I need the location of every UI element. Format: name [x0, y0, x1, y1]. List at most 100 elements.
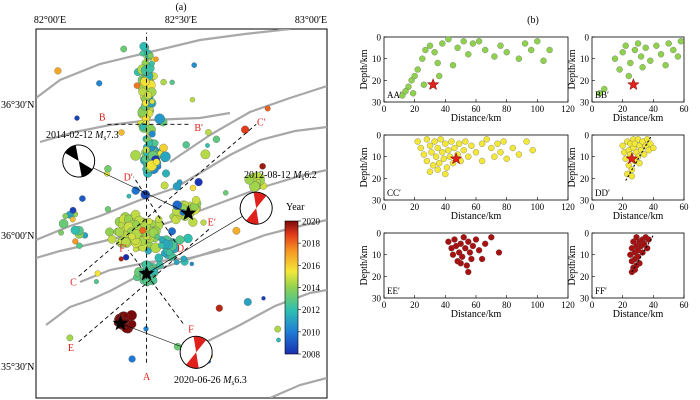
- distance-tick-label: 40: [649, 300, 659, 310]
- epicenter-marker: [69, 206, 77, 214]
- epicenter-marker: [120, 45, 128, 53]
- hypocenter-marker: [665, 40, 672, 47]
- hypocenter-marker: [529, 147, 536, 154]
- distance-axis-label: Distance/km: [451, 211, 502, 222]
- distance-axis-label: Distance/km: [613, 211, 664, 222]
- hypocenter-marker: [460, 234, 467, 241]
- distance-tick-label: 60: [680, 104, 690, 114]
- epicenter-marker: [276, 337, 281, 343]
- epicenter-marker: [191, 196, 201, 205]
- depth-tick-label: 10: [372, 152, 382, 162]
- epicenter-marker: [165, 249, 173, 256]
- lat-tick-label-1: 36°30′N: [1, 100, 34, 111]
- epicenter-marker: [132, 220, 140, 228]
- hypocenter-marker: [399, 92, 406, 99]
- hypocenter-marker: [442, 170, 449, 178]
- hypocenter-marker: [472, 149, 480, 156]
- focal-mechanism-2012: [239, 191, 273, 225]
- epicenter-marker: [189, 97, 196, 103]
- epicenter-marker: [72, 238, 79, 245]
- epicenter-marker: [144, 247, 152, 255]
- distance-tick-label: 40: [441, 300, 451, 310]
- epicenter-marker: [244, 174, 255, 185]
- hypocenter-marker: [428, 149, 435, 156]
- hypocenter-marker: [465, 153, 472, 160]
- colorbar-tick-label: 2012: [302, 305, 320, 315]
- hypocenter-marker: [503, 155, 510, 162]
- epicenter-marker: [274, 325, 282, 333]
- distance-tick-label: 80: [502, 300, 512, 310]
- map-content: A A′ B B′ C C′ D D′ E E′ F F′: [36, 21, 327, 398]
- hypocenter-marker: [426, 42, 434, 49]
- hypocenter-marker: [495, 249, 503, 256]
- hypocenter-marker: [429, 162, 437, 169]
- profile-end-label-a: A′: [144, 21, 153, 32]
- distance-axis-label: Distance/km: [451, 113, 502, 124]
- focal-mechanism-2020: [179, 335, 213, 369]
- hypocenter-marker: [423, 136, 431, 143]
- epicenter-marker: [128, 232, 136, 241]
- epicenter-marker: [200, 219, 207, 226]
- distance-tick-label: 20: [618, 300, 628, 310]
- distance-tick-label: 40: [441, 104, 451, 114]
- depth-axis-label: Depth/km: [567, 49, 578, 89]
- depth-axis-label: Depth/km: [359, 147, 370, 187]
- hypocenter-marker: [509, 144, 516, 152]
- epicenter-marker: [148, 130, 156, 138]
- lat-tick-label-2: 36°00′N: [1, 231, 34, 242]
- hypocenter-marker: [633, 234, 640, 241]
- mainshock-stars: [112, 204, 197, 331]
- hypocenter-marker: [631, 46, 639, 54]
- epicenter-marker: [149, 98, 155, 105]
- distance-axis-label: Distance/km: [613, 309, 664, 320]
- hypocenter-marker: [640, 151, 648, 158]
- mainshock-star: [625, 152, 639, 165]
- depth-tick-label: 20: [580, 174, 590, 184]
- colorbar-title: Year: [286, 202, 305, 213]
- epicenter-marker: [126, 193, 132, 199]
- depth-tick-label: 10: [372, 250, 382, 260]
- hypocenter-marker: [657, 51, 665, 58]
- hypocenter-marker: [445, 36, 452, 43]
- hypocenter-marker: [414, 138, 421, 145]
- epicenter-marker: [118, 129, 125, 136]
- subplot-label: CC′: [387, 188, 401, 198]
- hypocenter-marker: [405, 83, 412, 90]
- epicenter-marker: [66, 334, 74, 342]
- depth-axis-label: Depth/km: [567, 245, 578, 285]
- epicenter-marker: [172, 182, 182, 191]
- colorbar-tick-label: 2008: [302, 350, 321, 360]
- hypocenter-marker: [534, 38, 541, 45]
- epicenter-marker: [94, 270, 101, 277]
- hypocenter-marker: [642, 44, 649, 51]
- epicenter-marker: [62, 213, 69, 220]
- depth-tick-label: 20: [580, 272, 590, 282]
- epicenter-marker: [160, 78, 167, 86]
- depth-tick-label: 10: [372, 54, 382, 64]
- depth-tick-label: 30: [372, 294, 382, 304]
- map-panel: (a) 82°00′E 82°30′E 83°00′E 36°30′N 36°0…: [1, 2, 328, 399]
- colorbar-tick-label: 2010: [302, 327, 321, 337]
- fault-lines: [36, 29, 327, 398]
- hypocenter-marker: [448, 138, 455, 145]
- hypocenter-marker: [515, 55, 523, 62]
- distance-tick-label: 80: [502, 202, 512, 212]
- hypocenter-marker: [436, 72, 443, 80]
- fault-dip-line: [631, 234, 654, 273]
- hypocenter-marker: [420, 151, 428, 158]
- distance-tick-label: 120: [561, 104, 575, 114]
- hypocenter-marker: [442, 140, 449, 147]
- hypocenter-marker: [475, 38, 483, 45]
- subplot-label: DD′: [595, 188, 610, 198]
- mechanism-outline: [179, 335, 213, 369]
- distance-axis-label: Distance/km: [451, 309, 502, 320]
- hypocenter-marker: [420, 81, 428, 88]
- depth-tick-label: 0: [585, 229, 590, 239]
- colorbar-gradient: [284, 220, 299, 355]
- epicenter-marker: [158, 236, 166, 243]
- distance-tick-label: 60: [472, 300, 482, 310]
- hypocenter-marker: [546, 46, 553, 54]
- epicenter-marker: [139, 41, 149, 51]
